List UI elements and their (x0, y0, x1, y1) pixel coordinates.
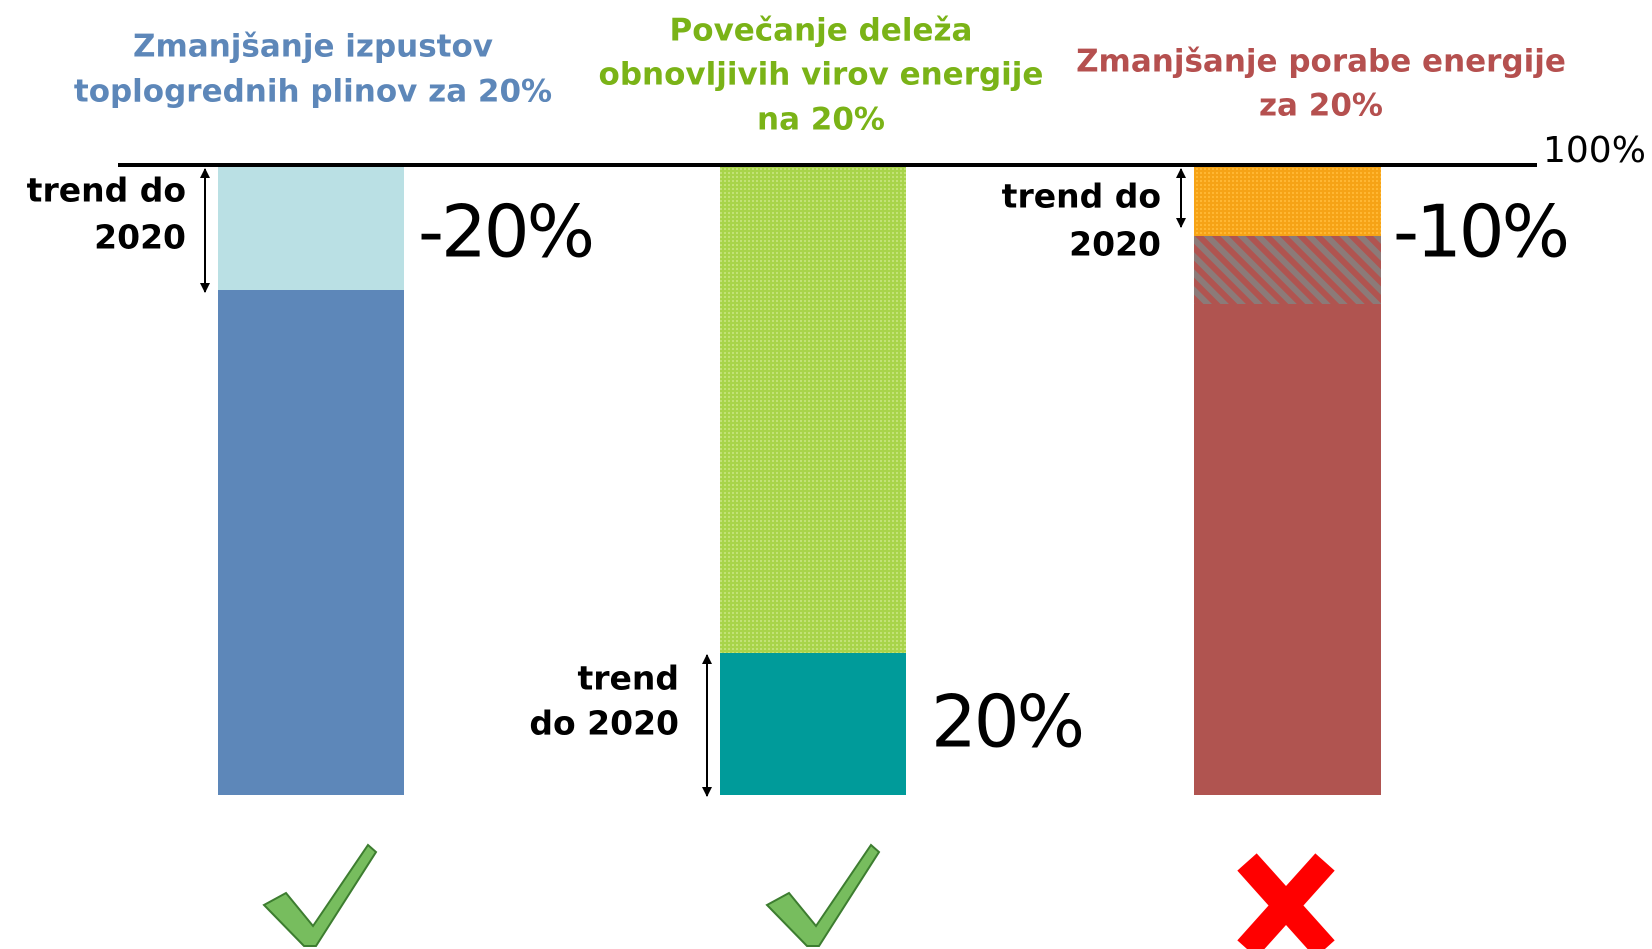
bar-gap (1194, 236, 1381, 304)
change-label: 20% (931, 680, 1082, 764)
trend-label: 2020 (1069, 225, 1161, 264)
check-icon (262, 843, 378, 947)
title: Zmanjšanje izpustov (133, 29, 493, 65)
trend-label: trend do (27, 171, 186, 210)
cross-icon (1237, 853, 1335, 949)
bar (1194, 304, 1381, 795)
baseline-label: 100% (1543, 130, 1646, 171)
title: Zmanjšanje porabe energije (1076, 44, 1566, 80)
title: toplogrednih plinov za 20% (74, 74, 552, 110)
trend-label: do 2020 (529, 704, 679, 743)
title: obnovljivih virov energije (599, 57, 1044, 93)
bar-trend (1194, 165, 1381, 236)
bar-trend (720, 653, 906, 795)
title: za 20% (1259, 88, 1383, 124)
trend-label: 2020 (94, 218, 186, 257)
change-label: -10% (1393, 190, 1567, 274)
title: Povečanje deleža (670, 13, 973, 49)
trend-label: trend do (1002, 177, 1161, 216)
check-icon (765, 843, 881, 947)
bar (720, 165, 906, 653)
change-label: -20% (418, 190, 592, 274)
title: na 20% (757, 102, 885, 138)
bar (218, 290, 404, 795)
bar-trend (218, 165, 404, 290)
trend-label: trend (577, 659, 679, 698)
